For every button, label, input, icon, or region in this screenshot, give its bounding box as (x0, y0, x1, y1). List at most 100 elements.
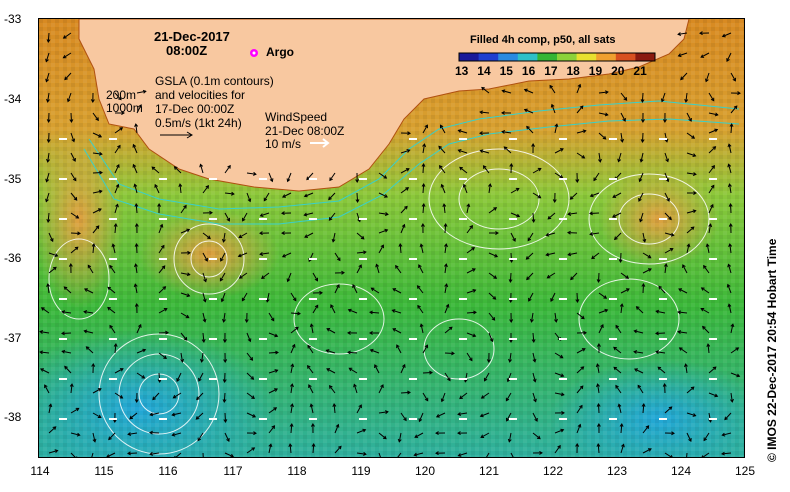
current-vector (444, 264, 447, 274)
current-vector (246, 172, 256, 175)
current-vector (570, 272, 578, 280)
current-vector-head (462, 183, 467, 188)
current-vector-head (559, 174, 564, 179)
current-vector (223, 392, 226, 403)
current-vector (417, 285, 424, 294)
current-vector (91, 452, 94, 457)
current-vector (70, 432, 80, 436)
current-vector (480, 111, 490, 114)
gsla-line-3: 17-Dec 00:00Z (155, 102, 235, 116)
current-vector (444, 326, 453, 334)
current-vector (620, 112, 626, 122)
current-vector-head (633, 329, 638, 334)
current-vector-head (383, 175, 388, 179)
current-vector (396, 344, 402, 354)
current-vector (290, 292, 297, 301)
current-vector-head (438, 145, 443, 150)
current-vector-head (76, 432, 81, 437)
current-vector (458, 412, 468, 415)
current-vector-head (281, 211, 285, 216)
current-vector (728, 304, 732, 314)
current-vector (620, 304, 623, 314)
current-vector (128, 432, 138, 435)
colorbar-swatch (537, 53, 558, 61)
current-vector-head (64, 365, 68, 370)
current-vector (334, 424, 339, 434)
current-vector-head (575, 179, 580, 183)
current-vector-head (163, 355, 167, 359)
current-vector (242, 212, 248, 222)
current-vector (202, 452, 204, 457)
current-vector-head (523, 88, 528, 93)
current-vector-head (134, 223, 139, 227)
current-vector-head (645, 425, 650, 429)
current-vector-head (603, 295, 608, 299)
current-vector-head (612, 214, 616, 218)
current-vector-head (737, 91, 741, 96)
current-vector (620, 288, 630, 294)
current-vector-head (479, 110, 484, 115)
current-vector-head (244, 319, 249, 323)
current-vector (481, 392, 490, 399)
current-vector (333, 403, 336, 414)
current-vector (268, 312, 275, 321)
current-vector (158, 372, 161, 383)
current-vector-head (589, 211, 593, 216)
current-vector-head (560, 392, 565, 397)
current-vector (326, 328, 336, 334)
current-vector (180, 229, 190, 234)
current-vector-head (45, 198, 49, 203)
current-vector-head (252, 171, 257, 176)
current-vector-head (417, 304, 421, 309)
current-vector-head (290, 363, 295, 368)
current-vector-head (134, 123, 139, 128)
current-vector (356, 212, 361, 222)
current-vector (114, 204, 119, 214)
current-vector (700, 308, 710, 314)
lon-tick-117: 117 (223, 464, 243, 478)
current-vector (509, 352, 512, 362)
current-vector-head (341, 270, 345, 275)
current-vector (637, 385, 644, 394)
current-vector (480, 412, 490, 417)
wind-line-2: 21-Dec 08:00Z (265, 124, 345, 138)
current-vector-head (271, 425, 276, 429)
current-vector (598, 309, 608, 314)
current-vector (400, 206, 408, 214)
current-vector (554, 429, 564, 434)
lat-tick-38: -38 (4, 410, 22, 424)
current-vector-head (362, 451, 367, 456)
current-vector (289, 444, 292, 454)
current-vector-head (708, 223, 713, 228)
current-vector (576, 385, 584, 394)
current-vector-head (46, 218, 51, 223)
current-vector-head (647, 254, 652, 259)
current-vector (92, 172, 103, 174)
current-vector (328, 192, 336, 200)
current-vector (397, 452, 402, 457)
current-vector-head (528, 297, 532, 302)
current-vector-head (506, 378, 511, 383)
current-vector-head (418, 264, 422, 269)
current-vector-head (98, 189, 103, 194)
current-vector (620, 444, 625, 454)
current-vector-head (127, 432, 132, 436)
current-vector-head (395, 264, 399, 269)
current-vector-head (655, 309, 660, 314)
current-vector-head (579, 105, 584, 110)
current-vector-head (401, 223, 406, 228)
current-vector-head (699, 31, 703, 36)
current-vector (44, 384, 50, 394)
current-vector (678, 52, 688, 57)
colorbar-swatch (498, 53, 519, 61)
current-vector (158, 224, 163, 234)
current-vector-head (176, 378, 180, 382)
current-vector-head (413, 452, 418, 457)
colorbar-swatch (517, 53, 538, 61)
current-vector-head (61, 349, 66, 354)
current-vector (356, 264, 362, 274)
current-vector-head (111, 243, 116, 248)
current-vector (526, 272, 534, 280)
current-vector (639, 172, 644, 182)
current-vectors (39, 31, 741, 457)
